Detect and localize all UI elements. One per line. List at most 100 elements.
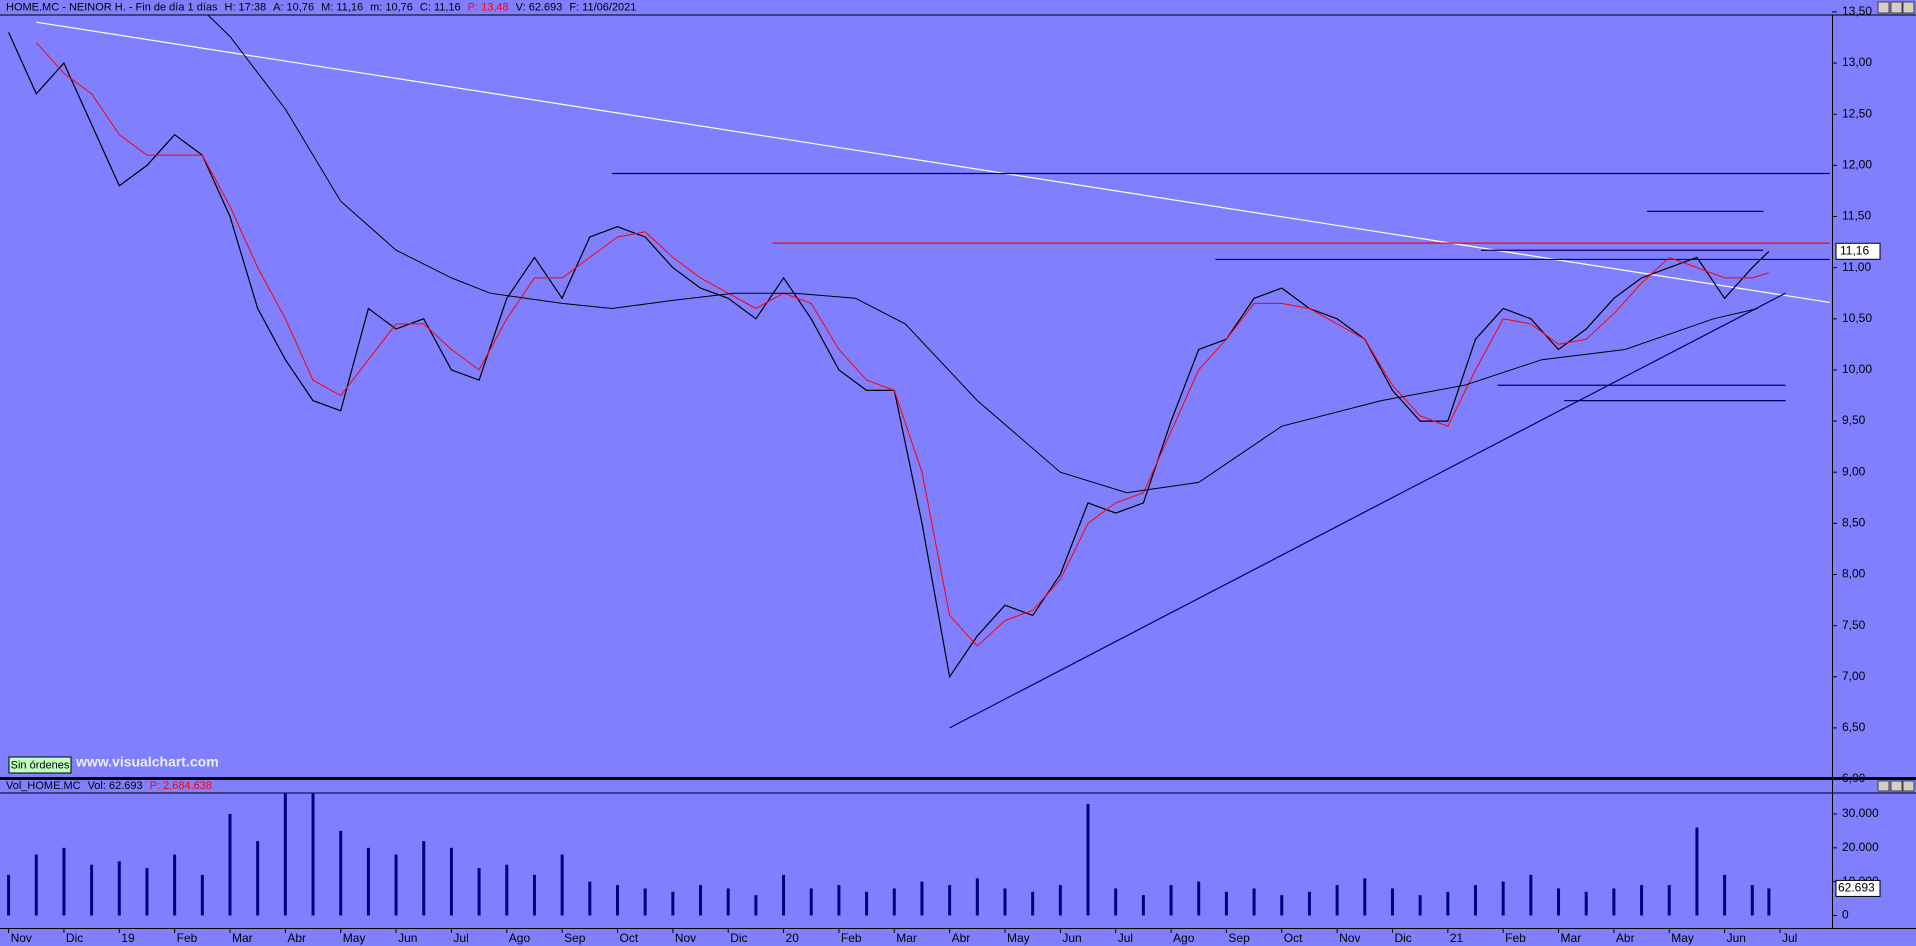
x-tick-label: Abr (952, 931, 971, 945)
volume-bar (1169, 885, 1173, 916)
volume-bar (1390, 888, 1394, 916)
header-item: m: 10,76 (370, 1, 413, 13)
y-tick-label: 10,50 (1842, 311, 1872, 325)
y-tick-label: 11,50 (1842, 209, 1871, 223)
series-line (35, 42, 1770, 647)
volume-bar (1141, 895, 1145, 916)
volume-bar (34, 854, 38, 916)
x-tick-label: Feb (177, 931, 198, 945)
y-tick-label: 8,50 (1842, 516, 1866, 530)
y-tick-label: 10,00 (1842, 362, 1872, 376)
close-button[interactable] (1902, 780, 1915, 792)
price-panel: HOME.MC - NEINOR H. - Fin de día 1 días H… (6, 1, 1881, 785)
volume-bar (1058, 885, 1062, 916)
volume-bar (809, 888, 813, 916)
trendline (36, 21, 1830, 304)
x-tick-label: Jul (453, 931, 468, 945)
panel-header: Vol_HOME.MC Vol: 62.693 P: 2.684.638 (6, 780, 212, 792)
volume-bar (1767, 888, 1771, 916)
volume-bar (256, 841, 260, 916)
x-tick-label: Dic (1394, 931, 1411, 945)
volume-bar (1557, 888, 1561, 916)
volume-bar (477, 868, 481, 916)
volume-bar (948, 885, 952, 916)
volume-bar (1474, 885, 1478, 916)
volume-bar (1584, 891, 1588, 916)
x-tick-label: Dic (66, 931, 83, 945)
volume-bar (643, 888, 647, 916)
last-price-box (1835, 242, 1881, 260)
volume-bar (1695, 827, 1699, 916)
x-tick-label: Dic (730, 931, 747, 945)
x-tick-label: Abr (287, 931, 306, 945)
x-tick-label: 19 (121, 931, 135, 945)
volume-bar (532, 874, 536, 916)
orders-button-label: Sin órdenes (11, 759, 70, 771)
header-item: Vol: 62.693 (88, 780, 143, 792)
volume-bar (782, 874, 786, 916)
maximize-button[interactable] (1890, 1, 1903, 14)
header-item: HOME.MC - NEINOR H. - Fin de día 1 días (6, 1, 218, 13)
volume-bar (422, 841, 426, 916)
minimize-button[interactable] (1877, 780, 1890, 792)
volume-bar (145, 868, 149, 916)
y-tick-label: 7,50 (1842, 618, 1866, 632)
header-item: F: 11/06/2021 (569, 1, 636, 13)
y-tick-label: 20.000 (1842, 840, 1879, 854)
x-tick-label: May (1671, 931, 1694, 945)
volume-bar (90, 864, 94, 916)
y-tick-label: 0 (1842, 908, 1849, 922)
y-tick-label: 6,00 (1842, 771, 1866, 785)
volume-bar (394, 854, 398, 916)
y-tick-label: 9,50 (1842, 413, 1866, 427)
volume-bar (1335, 885, 1339, 916)
x-tick-label: 21 (1450, 931, 1464, 945)
panel-header: HOME.MC - NEINOR H. - Fin de día 1 días H… (6, 1, 636, 13)
volume-bar (1750, 885, 1754, 916)
volume-bar (560, 854, 564, 916)
volume-bar (200, 874, 204, 916)
volume-bar (1612, 888, 1616, 916)
orders-button[interactable] (8, 756, 72, 774)
volume-bar (920, 881, 924, 916)
volume-bar (1224, 891, 1228, 916)
x-tick-label: 20 (786, 931, 800, 945)
x-tick-label: May (343, 931, 366, 945)
maximize-button[interactable] (1890, 780, 1903, 792)
volume-bar (699, 885, 703, 916)
x-tick-label: Ago (509, 931, 531, 945)
volume-bar (1086, 803, 1090, 916)
volume-bar (892, 888, 896, 916)
volume-bar (837, 885, 841, 916)
x-tick-label: Jun (1727, 931, 1746, 945)
volume-bar (671, 891, 675, 916)
volume-bar (726, 888, 730, 916)
y-tick-label: 11,00 (1842, 260, 1871, 274)
x-tick-label: Abr (1616, 931, 1635, 945)
watermark: www.visualchart.com (75, 754, 219, 770)
volume-bar (588, 881, 592, 916)
y-tick-label: 12,50 (1842, 106, 1872, 120)
x-tick-label: Oct (619, 931, 638, 945)
minimize-button[interactable] (1877, 1, 1890, 14)
volume-bar (1363, 878, 1367, 916)
x-tick-label: Mar (896, 931, 917, 945)
y-tick-label: 13,00 (1842, 55, 1872, 69)
x-tick-label: Jun (398, 931, 417, 945)
y-tick-label: 30.000 (1842, 806, 1879, 820)
last-volume-label: 62.693 (1838, 881, 1875, 895)
x-tick-label: Jul (1118, 931, 1133, 945)
x-tick-label: May (1007, 931, 1030, 945)
x-tick-label: Oct (1284, 931, 1303, 945)
close-button[interactable] (1902, 1, 1915, 14)
volume-bar (1640, 885, 1644, 916)
volume-bar (366, 847, 370, 916)
header-item: Vol_HOME.MC (6, 780, 81, 792)
x-tick-label: Nov (675, 931, 696, 945)
volume-bar (62, 847, 66, 916)
volume-bar (1003, 888, 1007, 916)
last-price-label: 11,16 (1840, 243, 1869, 257)
header-item: P: 2.684.638 (150, 780, 212, 792)
header-item: C: 11,16 (420, 1, 461, 13)
volume-bar (754, 895, 758, 916)
